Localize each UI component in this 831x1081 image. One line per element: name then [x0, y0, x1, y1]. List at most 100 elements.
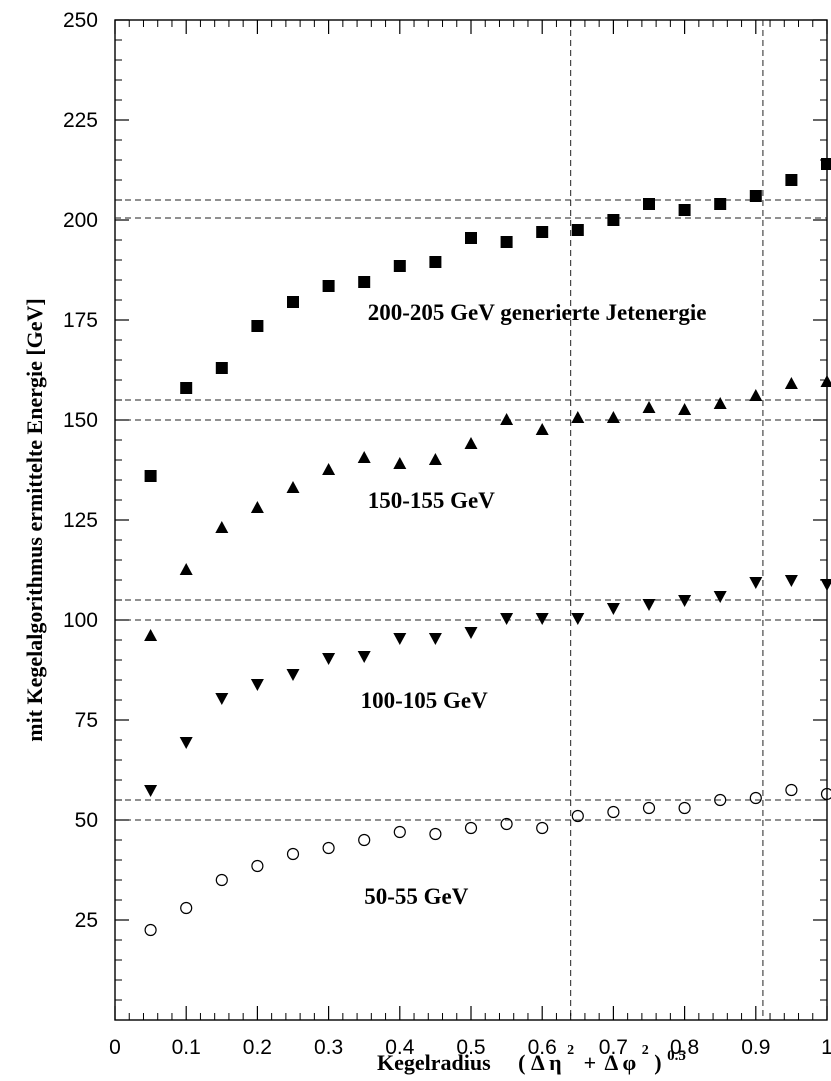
x-tick-label: 1 [821, 1036, 831, 1059]
triangle-down-point [678, 595, 692, 607]
square-point [215, 362, 228, 374]
triangle-up-point [784, 377, 798, 389]
square-point [180, 382, 193, 394]
annotations: 200-205 GeV generierte Jetenergie 150-155… [361, 300, 707, 909]
x-tick-label: 0 [109, 1036, 121, 1059]
x-axis-title: Kegelradius ( Δ η 2 + Δ φ 2 ) 0.5 [377, 1034, 686, 1075]
triangle-down-point [215, 693, 229, 705]
x-tick-label: 0.4 [385, 1036, 415, 1059]
triangle-up-point [606, 411, 620, 423]
triangle-up-point [535, 423, 549, 435]
triangle-down-point [286, 669, 300, 681]
triangle-up-point [215, 521, 229, 533]
triangle-up-point [500, 413, 514, 425]
reference-lines [115, 20, 827, 1020]
open-circle-point [215, 873, 228, 887]
y-tick-label: 100 [63, 609, 98, 632]
series-annotation: 100-105 GeV [361, 688, 489, 713]
triangle-up-point [571, 411, 585, 423]
square-point [144, 470, 157, 482]
y-tick-label: 125 [63, 509, 98, 532]
square-point [785, 174, 798, 186]
triangle-down-point [820, 579, 831, 591]
triangle-up-point [678, 403, 692, 415]
triangle-up-point [428, 453, 442, 465]
y-tick-label: 200 [63, 209, 98, 232]
square-point [429, 256, 442, 268]
square-point [536, 226, 549, 238]
open-circle-point [642, 801, 656, 815]
open-circle-point [429, 827, 442, 841]
y-tick-label: 25 [75, 909, 98, 932]
open-circle-point [714, 793, 727, 807]
x-tick-label: 0.7 [599, 1036, 628, 1059]
triangle-up-point [144, 629, 158, 641]
square-point [287, 296, 299, 308]
triangle-up-point [286, 481, 300, 493]
open-circle-point [820, 787, 831, 801]
triangle-down-point [428, 633, 442, 645]
x-tick-label: 0.9 [741, 1036, 770, 1059]
triangle-down-point [179, 737, 193, 749]
triangle-up-point [820, 375, 831, 387]
triangle-down-point [713, 591, 727, 603]
y-tick-label: 75 [75, 709, 98, 732]
x-axis-label: Kegelradius [377, 1050, 491, 1075]
x-tick-label: 0.6 [528, 1036, 557, 1059]
triangle-down-point [784, 575, 798, 587]
triangle-down-point [464, 627, 478, 639]
x-tick-label: 0.3 [314, 1036, 343, 1059]
triangle-down-point [357, 651, 371, 663]
x-tick-label: 0.1 [172, 1036, 201, 1059]
triangle-down-point [749, 577, 763, 589]
triangle-down-point [250, 679, 264, 691]
x-tick-label: 0.2 [243, 1036, 272, 1059]
open-circle-point [607, 805, 620, 819]
y-tick-label: 250 [63, 9, 98, 32]
y-tick-label: 150 [63, 409, 98, 432]
plot-frame [114, 19, 828, 1021]
y-tick-label: 175 [63, 309, 98, 332]
data-points [144, 158, 831, 937]
square-point [749, 190, 762, 202]
square-point [358, 276, 371, 288]
square-point [571, 224, 584, 236]
y-tick-label: 50 [75, 809, 98, 832]
plot-frame-group [114, 19, 828, 1021]
square-point [322, 280, 335, 292]
axis-ticks: 0 0.1 0.2 0.3 0.4 0.5 0.6 0.7 0.8 0.9 125507510012… [63, 9, 831, 1059]
open-circle-point [358, 833, 371, 847]
triangle-up-point [179, 563, 193, 575]
triangle-down-point [144, 785, 158, 797]
triangle-up-point [464, 437, 478, 449]
triangle-down-point [535, 613, 549, 625]
x-tick-label: 0.8 [670, 1036, 699, 1059]
triangle-down-point [322, 653, 336, 665]
triangle-up-point [393, 457, 407, 469]
square-point [251, 320, 264, 332]
triangle-down-point [606, 603, 620, 615]
open-circle-point [678, 801, 691, 815]
triangle-down-point [642, 599, 656, 611]
square-point [714, 198, 727, 210]
square-point [643, 198, 655, 210]
open-circle-point [180, 901, 193, 915]
y-axis-title: mit Kegelalgorithmus ermittelte Energie … [22, 298, 47, 742]
y-tick-label: 225 [63, 109, 98, 132]
x-tick-label: 0.5 [456, 1036, 485, 1059]
triangle-down-point [500, 613, 514, 625]
open-circle-point [286, 847, 300, 861]
triangle-up-point [713, 397, 727, 409]
square-point [821, 158, 831, 170]
open-circle-point [571, 809, 584, 823]
square-point [607, 214, 620, 226]
open-circle-point [144, 923, 157, 937]
triangle-up-point [642, 401, 656, 413]
series-annotation: 200-205 GeV generierte Jetenergie [368, 300, 707, 325]
triangle-up-point [357, 451, 371, 463]
open-circle-point [322, 841, 335, 855]
open-circle-point [785, 783, 798, 797]
series-annotation: 50-55 GeV [364, 884, 469, 909]
